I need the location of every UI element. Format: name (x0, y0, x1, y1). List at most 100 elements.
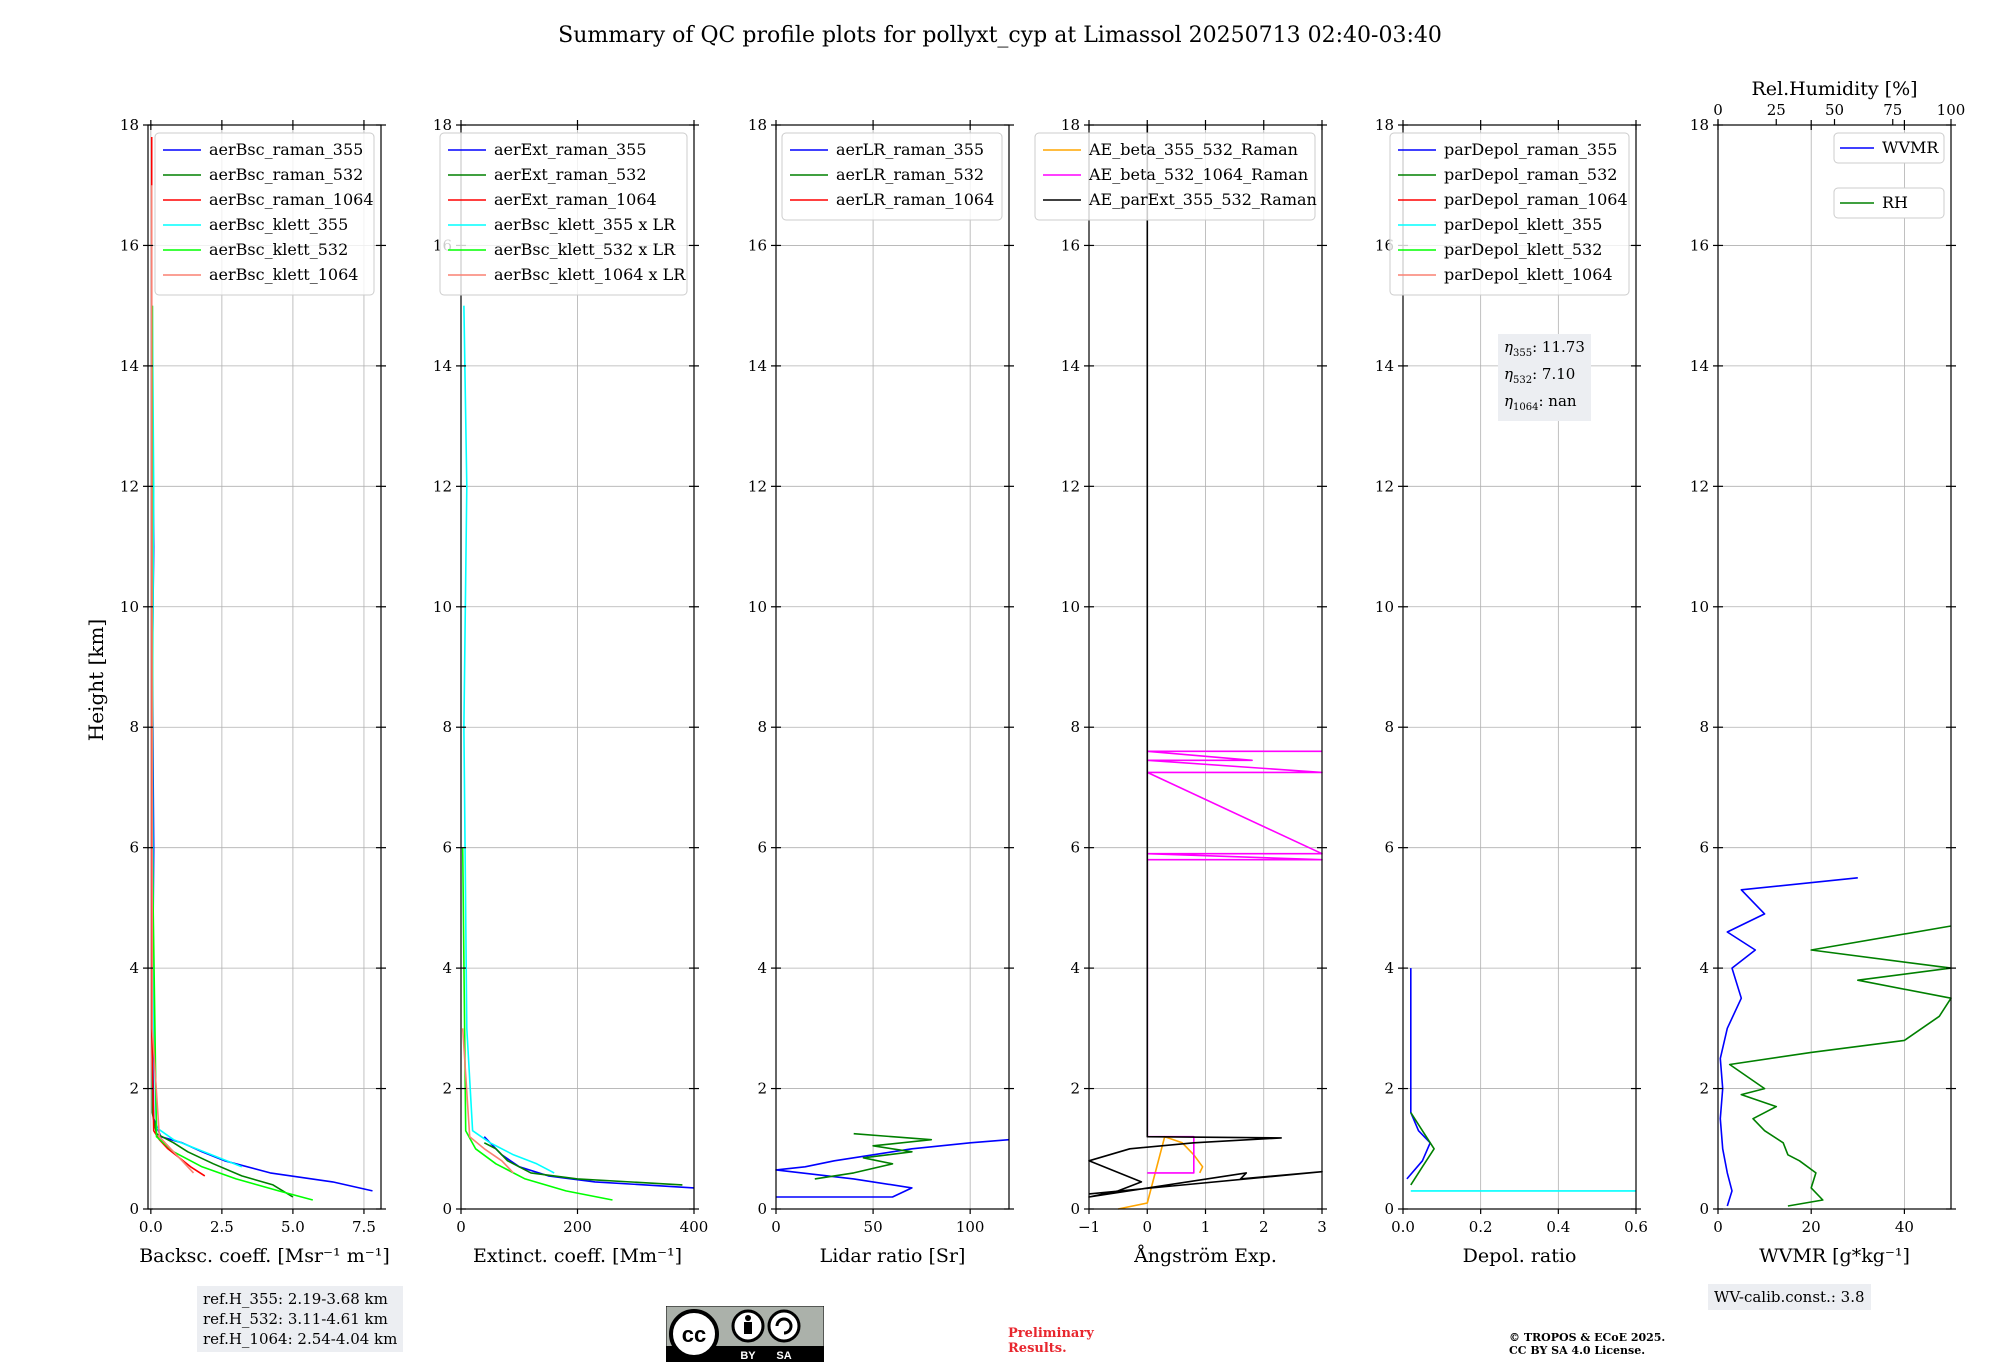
series-line-RH (1728, 925, 1952, 1207)
y-tick-label: 2 (129, 1080, 139, 1098)
eta-1064-text: η1064: nan (1504, 392, 1577, 413)
wv-calib-box: WV-calib.const.: 3.8 (1708, 1284, 1871, 1310)
x-tick-label: 50 (864, 1218, 883, 1236)
plot-frame (1717, 124, 1952, 1210)
y-tick-label: 8 (757, 718, 767, 736)
x-tick-label: −1 (1078, 1218, 1100, 1236)
y-tick-label: 18 (748, 116, 767, 134)
x-tick-label: 0.4 (1546, 1218, 1570, 1236)
y-tick-label: 12 (1375, 477, 1394, 495)
legend-label: aerExt_raman_532 (494, 165, 647, 184)
y-tick-label: 0 (1070, 1200, 1080, 1218)
panel-1: 0 2 4 6 8 10 12 14 16 18 0.0 2.5 5.0 7.5 Backsc. coeff… (120, 116, 390, 1267)
x-tick-label: 400 (680, 1218, 709, 1236)
preliminary-line-1: Preliminary (1008, 1326, 1094, 1341)
x2-tick-label: 25 (1767, 101, 1786, 119)
y-tick-label: 10 (1690, 598, 1709, 616)
legend-label: AE_parExt_355_532_Raman (1088, 190, 1317, 209)
legend-label: AE_beta_355_532_Raman (1088, 140, 1298, 159)
series-line-aerBsc_klett_1064 (150, 185, 195, 1174)
series-line-AE_beta_355_532_Raman (1117, 1135, 1204, 1210)
series-line-aerBsc_raman_532 (151, 305, 294, 1198)
legend-label: parDepol_raman_355 (1444, 140, 1617, 159)
legend-label: aerBsc_raman_355 (209, 140, 363, 159)
y-tick-label: 0 (129, 1200, 139, 1218)
legend-label: aerLR_raman_1064 (836, 190, 994, 209)
x-tick-label: 0 (456, 1218, 466, 1236)
x-tick-label: 0.6 (1624, 1218, 1648, 1236)
x-axis-label: Extinct. coeff. [Mm⁻¹] (473, 1245, 682, 1267)
legend-label: parDepol_klett_1064 (1444, 265, 1613, 284)
y-tick-label: 10 (120, 598, 139, 616)
svg-text:cc: cc (682, 1322, 706, 1347)
legend-label: parDepol_klett_355 (1444, 215, 1602, 234)
x-axis-label: Backsc. coeff. [Msr⁻¹ m⁻¹] (139, 1245, 390, 1267)
y-tick-label: 16 (1690, 236, 1709, 254)
y-tick-label: 0 (1384, 1200, 1394, 1218)
eta-1064-value: nan (1548, 392, 1577, 410)
y-tick-label: 4 (129, 959, 139, 977)
y-tick-label: 0 (757, 1200, 767, 1218)
preliminary-line-2: Results. (1008, 1341, 1067, 1356)
legend-box (1389, 132, 1630, 296)
series-line-AE_beta_532_1064_Raman (1146, 750, 1323, 1174)
y-tick-label: 14 (748, 357, 767, 375)
y-tick-label: 8 (442, 718, 452, 736)
legend-label: RH (1882, 193, 1908, 212)
y-tick-label: 14 (1061, 357, 1080, 375)
copyright-line-1: © TROPOS & ECoE 2025. (1509, 1331, 1666, 1344)
y-tick-label: 2 (1699, 1080, 1709, 1098)
legend-box (154, 132, 375, 296)
y-tick-label: 12 (748, 477, 767, 495)
y-tick-label: 4 (1384, 959, 1394, 977)
legend-label: aerLR_raman_355 (836, 140, 984, 159)
y-tick-label: 12 (120, 477, 139, 495)
y-tick-label: 0 (1699, 1200, 1709, 1218)
y-tick-label: 6 (1384, 839, 1394, 857)
y-tick-label: 8 (1070, 718, 1080, 736)
legend-box (439, 132, 688, 296)
series-line-parDepol_raman_355 (1406, 968, 1431, 1180)
legend-label: parDepol_raman_532 (1444, 165, 1617, 184)
x-tick-label: 0.0 (1391, 1218, 1415, 1236)
series-line-aerBsc_raman_355 (151, 365, 373, 1192)
x2-tick-label: 50 (1825, 101, 1844, 119)
y-axis-label: Height [km] (84, 619, 108, 741)
eta-532-text: η532: 7.10 (1504, 365, 1576, 386)
y-tick-label: 18 (1690, 116, 1709, 134)
cc-by-label: BY (740, 1350, 756, 1362)
y-tick-label: 6 (1070, 839, 1080, 857)
series-line-aerBsc_klett_532 (151, 305, 314, 1201)
y-tick-label: 4 (442, 959, 452, 977)
x-tick-label: 7.5 (352, 1218, 376, 1236)
panel-2: 0246810121416180200400Extinct. coeff. [M… (433, 116, 708, 1267)
legend-label: aerBsc_raman_1064 (209, 190, 374, 209)
y-tick-label: 2 (1070, 1080, 1080, 1098)
x-tick-label: 0.2 (1469, 1218, 1493, 1236)
legend-label: aerBsc_klett_1064 x LR (494, 265, 686, 284)
ref-h-532: ref.H_532: 3.11-4.61 km (203, 1310, 388, 1328)
eta-annotation-box: η355: 11.73 η532: 7.10 η1064: nan (1498, 334, 1591, 421)
y-tick-label: 6 (129, 839, 139, 857)
x-tick-label: 200 (563, 1218, 592, 1236)
y-tick-label: 16 (1375, 236, 1394, 254)
x2-axis-label: Rel.Humidity [%] (1751, 78, 1917, 100)
x-tick-label: 3 (1317, 1218, 1327, 1236)
y-tick-label: 16 (748, 236, 767, 254)
wv-calib-text: WV-calib.const.: 3.8 (1714, 1288, 1865, 1306)
y-tick-label: 10 (433, 598, 452, 616)
x2-tick-label: 75 (1883, 101, 1902, 119)
y-tick-label: 18 (433, 116, 452, 134)
x-axis-label: Depol. ratio (1463, 1245, 1577, 1267)
y-tick-label: 10 (748, 598, 767, 616)
eta-355-text: η355: 11.73 (1504, 338, 1585, 359)
x-tick-label: 100 (956, 1218, 985, 1236)
x-tick-label: 0.0 (139, 1218, 163, 1236)
y-tick-label: 14 (1375, 357, 1394, 375)
legend-label: aerBsc_klett_355 x LR (494, 215, 676, 234)
cc-sa-label: SA (776, 1350, 791, 1362)
legend-label: AE_beta_532_1064_Raman (1088, 165, 1308, 184)
